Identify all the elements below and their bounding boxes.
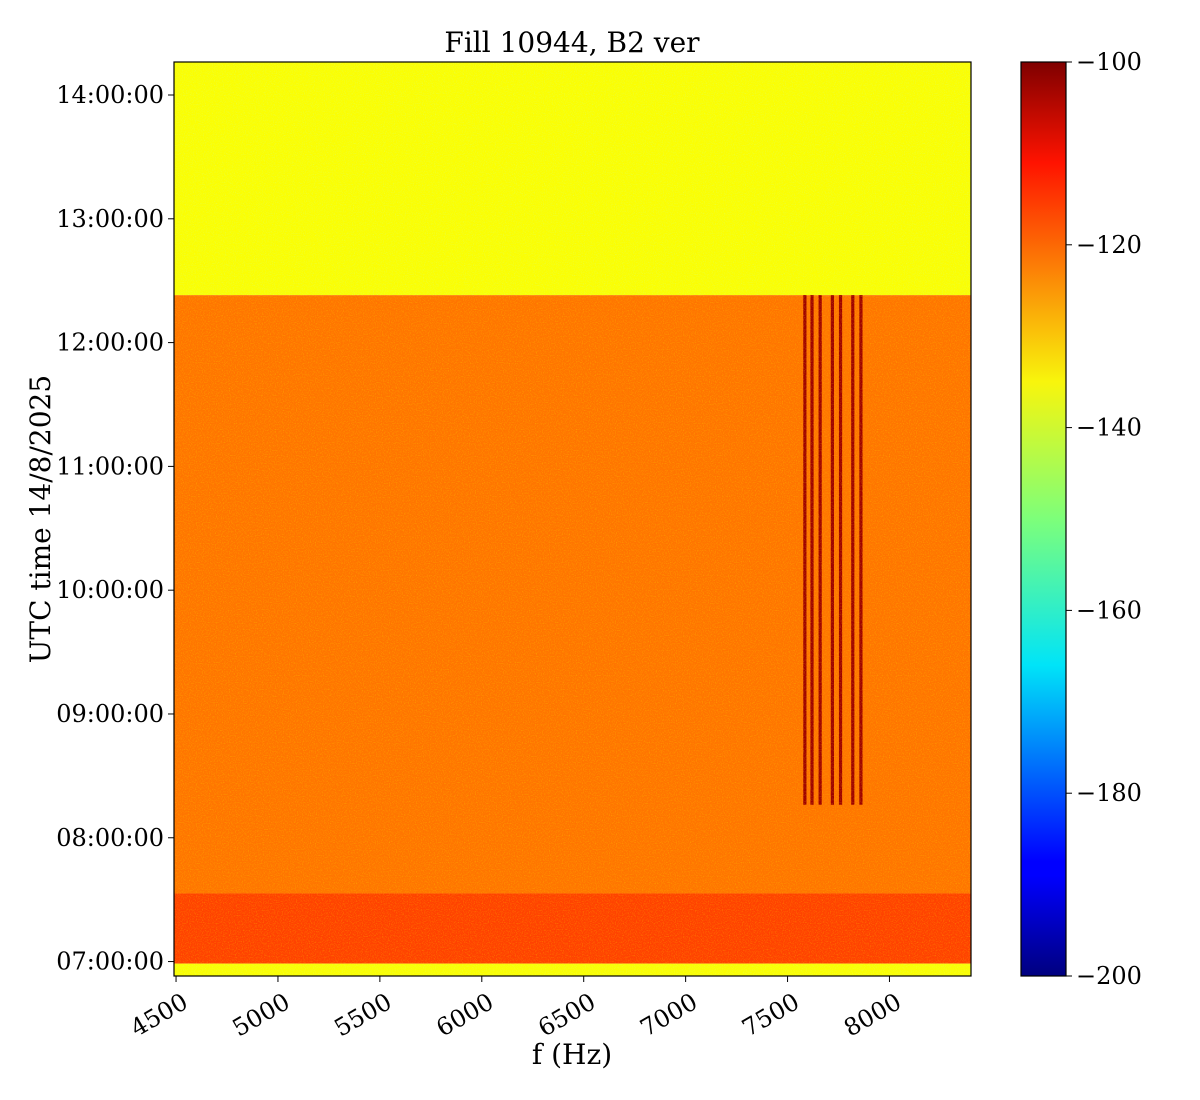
colorbar-tick-label: −200 <box>1076 962 1142 990</box>
x-tick-label: 8000 <box>839 988 906 1043</box>
noise-texture-orange <box>174 62 971 976</box>
y-tick-label: 13:00:00 <box>56 205 164 233</box>
x-tick-label: 7500 <box>737 988 804 1043</box>
colorbar-tick-label: −140 <box>1076 414 1142 442</box>
x-tick-label: 5000 <box>228 988 295 1043</box>
y-tick-label: 14:00:00 <box>56 81 164 109</box>
x-tick-label: 6500 <box>533 988 600 1043</box>
y-tick-label: 12:00:00 <box>56 329 164 357</box>
x-tick-label: 6000 <box>431 988 498 1043</box>
y-axis-label: UTC time 14/8/2025 <box>24 375 57 663</box>
colorbar-gradient <box>1020 61 1067 977</box>
colorbar-tick-label: −160 <box>1076 596 1142 624</box>
plot-frame <box>173 61 972 977</box>
colorbar: −100 −120 −140 −160 −180 −200 <box>1020 48 1142 990</box>
colorbar-ticks: −100 −120 −140 −160 −180 −200 <box>1066 48 1142 990</box>
y-tick-label: 08:00:00 <box>56 824 164 852</box>
y-tick-label: 11:00:00 <box>56 452 164 480</box>
spectrogram-plot-area <box>174 62 971 976</box>
x-tick-label: 5500 <box>330 988 397 1043</box>
colorbar-tick-label: −100 <box>1076 48 1142 76</box>
y-tick-label: 09:00:00 <box>56 700 164 728</box>
chart-title: Fill 10944, B2 ver <box>444 26 700 59</box>
y-axis: 07:00:00 08:00:00 09:00:00 10:00:00 11:00:00… <box>56 81 174 976</box>
x-tick-label: 7000 <box>635 988 702 1043</box>
x-tick-label: 4500 <box>126 988 193 1043</box>
x-axis-label: f (Hz) <box>532 1038 612 1071</box>
y-tick-label: 07:00:00 <box>56 948 164 976</box>
y-tick-label: 10:00:00 <box>56 576 164 604</box>
colorbar-tick-label: −120 <box>1076 231 1142 259</box>
x-axis: 4500 5000 5500 6000 6500 7000 7500 8000 <box>126 976 906 1042</box>
colorbar-tick-label: −180 <box>1076 779 1142 807</box>
